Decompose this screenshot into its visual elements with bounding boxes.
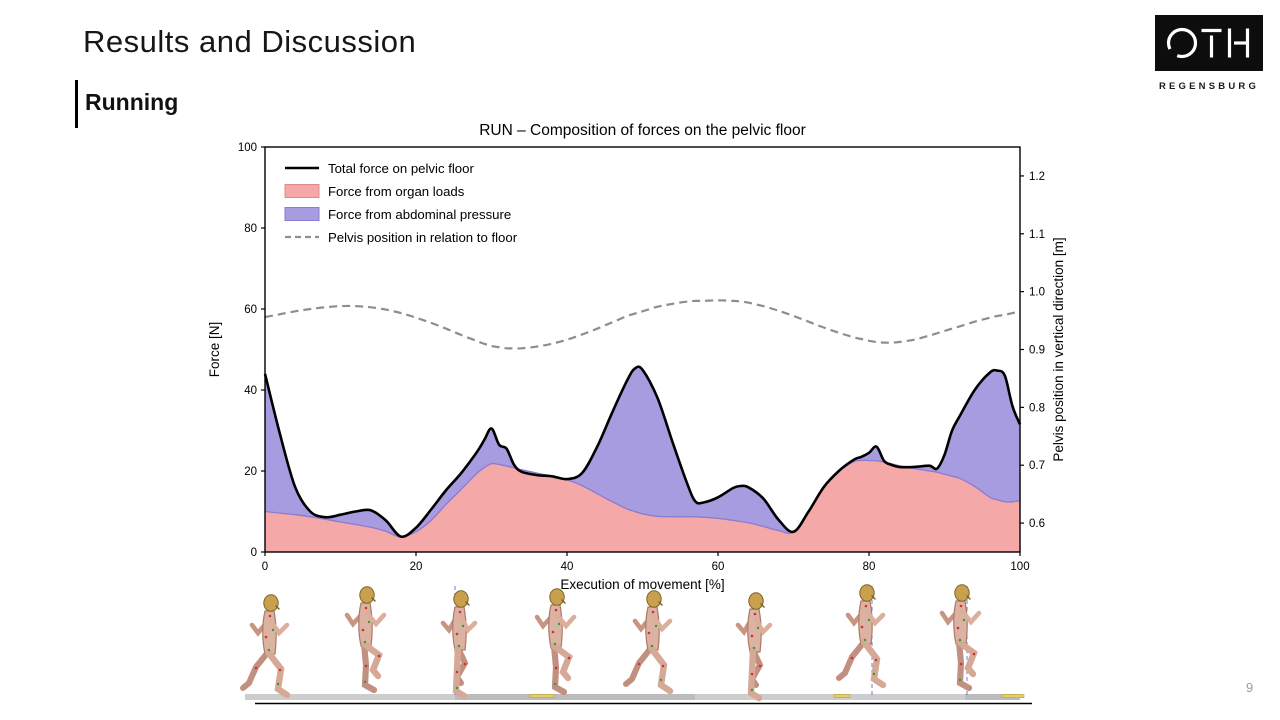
svg-text:20: 20: [410, 561, 423, 573]
runner-figure: [443, 591, 475, 696]
runner-figure: [243, 595, 287, 695]
svg-text:0.7: 0.7: [1029, 460, 1045, 472]
oth-logo: OTH REGENSBURG: [1155, 15, 1263, 92]
svg-text:1.2: 1.2: [1029, 171, 1045, 183]
x-axis-label: Execution of movement [%]: [560, 577, 724, 592]
svg-text:1.1: 1.1: [1029, 229, 1045, 241]
svg-text:0.6: 0.6: [1029, 518, 1045, 530]
svg-text:0: 0: [251, 547, 257, 559]
chart-svg: 0 20 40 60 80 100 0 20 40 60 80 100 0.6 0.7 0.8 0.9 1.0 1…: [207, 122, 1066, 592]
area-organ-loads: [265, 460, 1020, 552]
oth-logo-subtext: REGENSBURG: [1158, 81, 1260, 92]
svg-text:0.8: 0.8: [1029, 402, 1045, 414]
runner-figure: [738, 593, 770, 698]
svg-text:20: 20: [244, 466, 257, 478]
floor-strip: [455, 694, 695, 700]
runner-figure: [626, 591, 670, 691]
legend-label: Pelvis position in relation to floor: [328, 230, 518, 245]
force-plate: [529, 694, 555, 699]
y-axis-label-right: Pelvis position in vertical direction [m…: [1051, 237, 1066, 461]
line-total-force: [263, 365, 1022, 539]
subtitle-accent-bar: [75, 80, 78, 128]
svg-text:1.0: 1.0: [1029, 287, 1045, 299]
runner-figure: [839, 585, 883, 685]
legend-label: Force from organ loads: [328, 184, 465, 199]
runner-figure: [942, 585, 979, 688]
svg-text:40: 40: [561, 561, 574, 573]
svg-text:0: 0: [262, 561, 268, 573]
page-number: 9: [1246, 680, 1254, 695]
organ-boundary-line: [264, 459, 1021, 538]
svg-text:60: 60: [244, 304, 257, 316]
svg-text:100: 100: [238, 142, 257, 154]
slide-title: Results and Discussion: [83, 24, 417, 59]
runner-figure: [347, 587, 384, 690]
force-plate: [833, 694, 851, 699]
runner-row-svg: [230, 582, 1032, 705]
line-pelvis-position: [264, 299, 1021, 350]
legend-swatch: [284, 184, 320, 198]
area-abdominal-pressure: [265, 366, 1020, 538]
legend-swatch: [284, 207, 320, 221]
legend-label: Force from abdominal pressure: [328, 207, 511, 222]
svg-text:80: 80: [863, 561, 876, 573]
svg-text:80: 80: [244, 223, 257, 235]
floor-strip: [965, 694, 1020, 700]
svg-text:60: 60: [712, 561, 725, 573]
legend-label: Total force on pelvic floor: [328, 161, 474, 176]
svg-text:40: 40: [244, 385, 257, 397]
svg-text:0.9: 0.9: [1029, 345, 1045, 357]
oth-logo-mark: [1155, 15, 1263, 71]
svg-text:100: 100: [1010, 561, 1029, 573]
runner-figure: [537, 589, 574, 692]
force-plate: [1001, 694, 1025, 699]
slide-subtitle: Running: [85, 89, 179, 115]
y-axis-label-left: Force [N]: [207, 322, 222, 378]
chart-title: RUN – Composition of forces on the pelvi…: [479, 122, 806, 139]
